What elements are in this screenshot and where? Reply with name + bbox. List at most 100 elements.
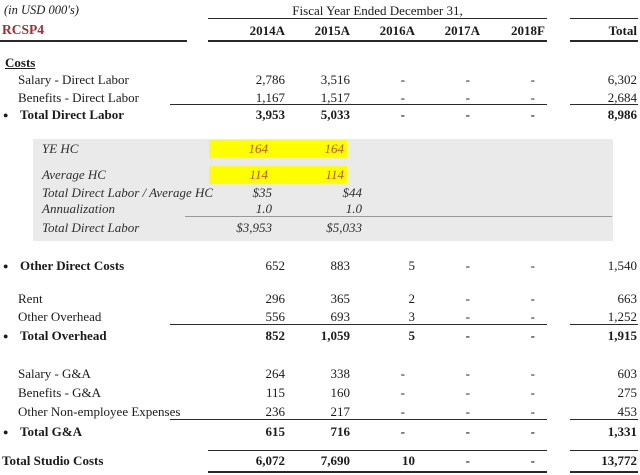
row-label: Total G&A: [20, 424, 82, 439]
cell-total: 275: [617, 385, 638, 400]
section-heading-row: Costs: [0, 54, 640, 72]
cell-2016A: -: [400, 107, 405, 122]
cell-total: 1,331: [607, 424, 637, 439]
rule-ga-sum: [170, 419, 547, 420]
cell-2018F: -: [530, 404, 535, 419]
column-header-2018f: 2018F: [511, 23, 545, 38]
cell-2014A: 1.0: [255, 201, 272, 216]
cell-2015A: 716: [330, 424, 351, 439]
table-row: Total Studio Costs 6,072 7,690 10 - - 13,772: [0, 452, 640, 470]
cell-2018F: -: [530, 72, 535, 87]
cell-2014A: 3,953: [255, 107, 285, 122]
row-label: Total Direct Labor / Average HC: [42, 185, 214, 200]
cell-2017A: -: [465, 328, 470, 343]
cell-2017A: -: [465, 366, 470, 381]
table-row: Total Direct Labor $3,953 $5,033: [0, 219, 640, 237]
cell-2017A: -: [465, 404, 470, 419]
cell-2014A: 2,786: [255, 72, 285, 87]
cell-2016A: 3: [408, 309, 416, 324]
row-label: Costs: [5, 55, 36, 70]
bullet-icon: ●: [3, 331, 9, 341]
cell-2015A: 1,517: [320, 90, 350, 105]
table-row: Rent 296 365 2 - - 663: [0, 290, 640, 308]
cell-2014A: $3,953: [236, 220, 272, 235]
table-row: Benefits - G&A 115 160 - - - 275: [0, 384, 640, 402]
cell-total: 663: [617, 291, 638, 306]
cell-total: 8,986: [607, 107, 637, 122]
cell-2017A: -: [465, 107, 470, 122]
row-label: Annualization: [42, 201, 115, 216]
bullet-icon: ●: [3, 110, 9, 120]
table-row: ● Total Direct Labor 3,953 5,033 - - - 8,986: [0, 106, 640, 124]
cell-2015A: $5,033: [326, 220, 362, 235]
units-note: (in USD 000's): [4, 3, 79, 17]
highlight-ye-hc: [209, 140, 347, 158]
rule-overhead-sum: [170, 324, 547, 325]
row-label: Total Overhead: [20, 328, 107, 343]
cell-2014A: 115: [265, 385, 285, 400]
cell-2018F: -: [530, 453, 535, 468]
cell-2016A: -: [400, 366, 405, 381]
cell-total: 1,540: [607, 258, 637, 273]
table-row: Other Non-employee Expenses 236 217 - - - 453: [0, 403, 640, 421]
cell-total: 453: [617, 404, 638, 419]
cell-2017A: -: [465, 258, 470, 273]
cell-2014A: 852: [265, 328, 286, 343]
cell-2018F: -: [530, 291, 535, 306]
cell-2017A: -: [465, 291, 470, 306]
cell-2018F: -: [530, 424, 535, 439]
cell-2018F: -: [530, 309, 535, 324]
cell-2015A: 164: [324, 141, 345, 156]
column-header-total: Total: [608, 23, 637, 38]
row-label: Salary - G&A: [18, 366, 91, 381]
column-header-2016a: 2016A: [379, 23, 415, 38]
table-row: Annualization 1.0 1.0: [0, 200, 640, 218]
cell-2015A: 338: [330, 366, 351, 381]
cell-2015A: 365: [330, 291, 351, 306]
row-label: Other Non-employee Expenses: [18, 404, 181, 419]
cell-2014A: 114: [249, 167, 268, 182]
table-row: YE HC 164 164: [0, 140, 640, 158]
cell-2014A: $35: [252, 185, 273, 200]
rule-header-underline: [208, 40, 547, 42]
cell-2014A: 236: [265, 404, 286, 419]
row-label: Benefits - G&A: [18, 385, 102, 400]
cell-2015A: 693: [330, 309, 351, 324]
row-label: Total Studio Costs: [2, 453, 104, 468]
table-row: Total Direct Labor / Average HC $35 $44: [0, 184, 640, 202]
rule-grand-total-top: [208, 450, 547, 451]
rule-ga-sum-total: [570, 419, 638, 420]
rule-period-underline: [208, 18, 547, 19]
rule-period-underline-total: [570, 18, 638, 19]
cell-2014A: 556: [265, 309, 286, 324]
cell-2016A: 5: [408, 328, 416, 343]
cell-total: 1,252: [607, 309, 637, 324]
table-row: ● Other Direct Costs 652 883 5 - - 1,540: [0, 257, 640, 275]
row-label: Total Direct Labor: [20, 107, 124, 122]
rule-header-underline-total: [570, 40, 638, 42]
cell-total: 603: [617, 366, 638, 381]
cell-2016A: 5: [408, 258, 416, 273]
bullet-icon: ●: [3, 261, 9, 271]
sheet-code: RCSP4: [2, 22, 45, 37]
rule-grand-total-top-total: [570, 450, 638, 451]
cell-2014A: 615: [265, 424, 286, 439]
row-label: Salary - Direct Labor: [18, 72, 129, 87]
cell-total: 2,684: [607, 90, 637, 105]
column-header-2014a: 2014A: [249, 23, 285, 38]
table-row: Benefits - Direct Labor 1,167 1,517 - - - 2,68…: [0, 89, 640, 107]
column-header-2015a: 2015A: [314, 23, 350, 38]
rule-code-underline: [0, 40, 187, 42]
cell-2018F: -: [530, 90, 535, 105]
rule-grand-total-bottom: [208, 471, 547, 473]
cell-2014A: 164: [248, 141, 269, 156]
cell-2018F: -: [530, 328, 535, 343]
cell-2014A: 1,167: [255, 90, 285, 105]
cell-2015A: $44: [342, 185, 363, 200]
cell-2015A: 5,033: [320, 107, 350, 122]
cell-2017A: -: [465, 90, 470, 105]
cell-2014A: 652: [265, 258, 286, 273]
cell-2018F: -: [530, 385, 535, 400]
